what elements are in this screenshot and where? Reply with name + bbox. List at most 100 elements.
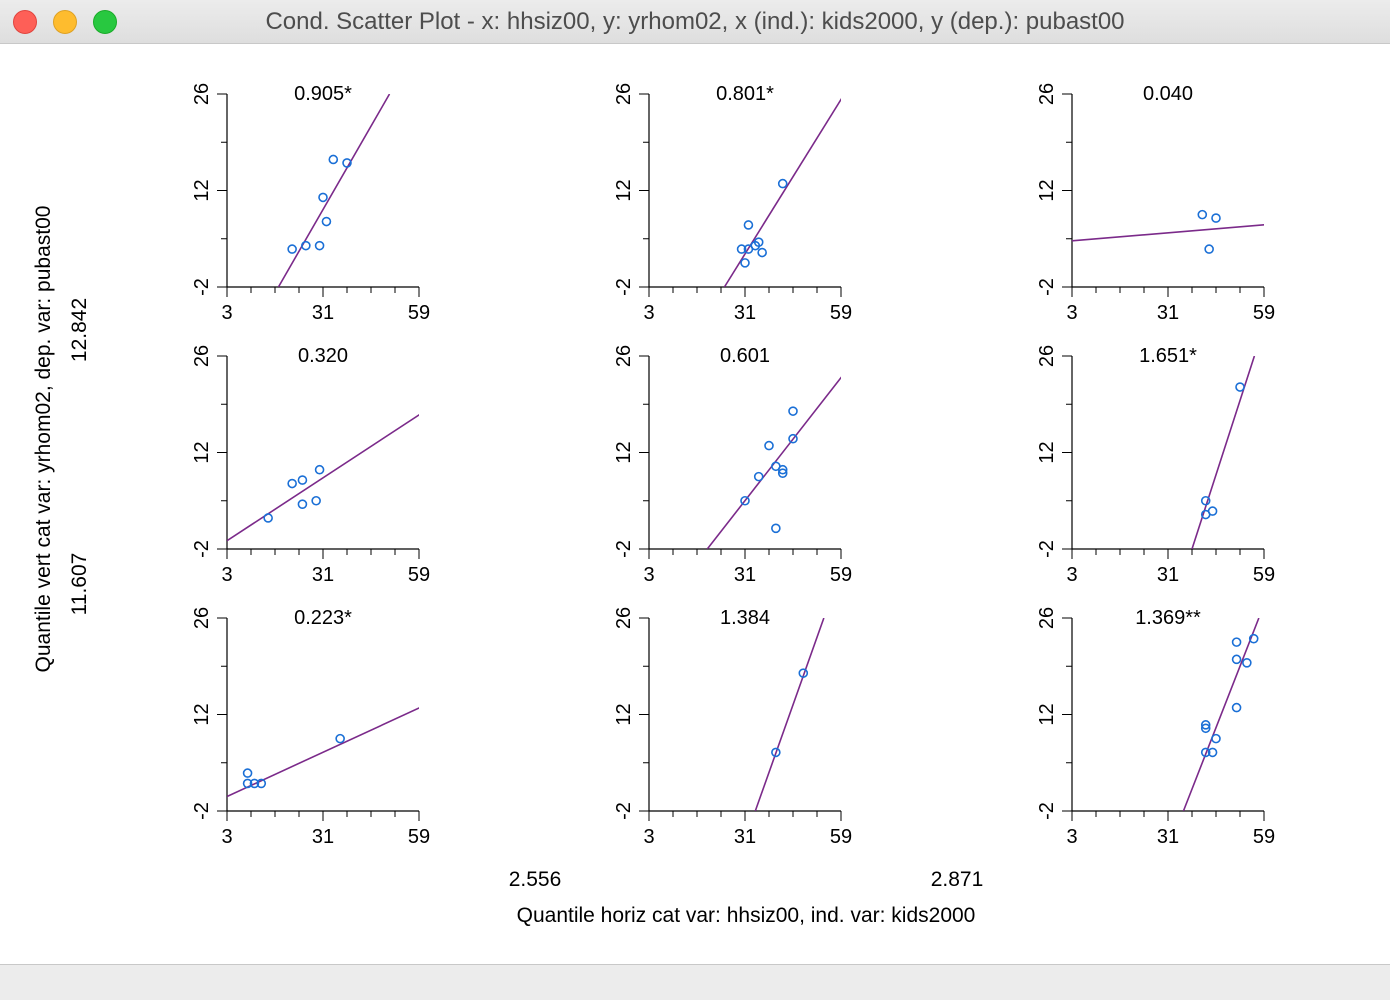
x-tick-label: 31 xyxy=(734,826,756,848)
y-tick-label: 26 xyxy=(191,83,213,105)
y-tick-label: 12 xyxy=(613,179,635,201)
data-point xyxy=(314,464,325,475)
data-point xyxy=(1242,658,1252,668)
data-point xyxy=(328,154,339,165)
data-point xyxy=(764,440,774,451)
x-tick-label: 31 xyxy=(1157,564,1179,586)
x-tick-label: 59 xyxy=(1253,564,1275,586)
scatter-panel-row1-col2[interactable]: -2 12 26 3 31 59 0.801* xyxy=(613,83,852,324)
data-point xyxy=(318,192,328,203)
data-point xyxy=(1200,495,1211,506)
data-point xyxy=(242,768,253,778)
x-break-right-label: 2.871 xyxy=(931,868,984,891)
data-point xyxy=(753,471,764,482)
y-break-lower-label: 11.607 xyxy=(68,553,91,616)
scatter-panel-row3-col1[interactable]: -2 12 26 3 31 59 0.223* xyxy=(191,607,430,848)
regression-line xyxy=(1182,618,1260,811)
data-point xyxy=(297,499,308,509)
regression-line xyxy=(227,413,419,542)
conditional-scatter-plot[interactable]: -2 12 26 3 31 59 0.905* -2 12 26 3 31 59 0.801* -2 12 26… xyxy=(0,44,1390,964)
data-point xyxy=(743,220,754,230)
data-point xyxy=(1231,702,1242,713)
x-tick-label: 3 xyxy=(643,826,654,848)
y-tick-label: -2 xyxy=(1036,540,1058,558)
scatter-panel-row1-col1[interactable]: -2 12 26 3 31 59 0.905* xyxy=(191,83,430,324)
slope-label: 0.801* xyxy=(716,83,774,105)
regression-line xyxy=(277,94,391,287)
data-point xyxy=(736,244,747,254)
close-button[interactable] xyxy=(13,10,37,34)
x-tick-label: 31 xyxy=(312,826,334,848)
x-tick-label: 59 xyxy=(408,826,430,848)
data-point xyxy=(771,747,781,758)
x-tick-label: 59 xyxy=(408,302,430,324)
scatter-panel-row3-col2[interactable]: -2 12 26 3 31 59 1.384 xyxy=(613,607,852,848)
data-point xyxy=(757,247,767,258)
slope-label: 1.651* xyxy=(1139,345,1197,367)
data-point xyxy=(1231,654,1242,665)
x-tick-label: 31 xyxy=(312,564,334,586)
scatter-panel-row2-col3[interactable]: -2 12 26 3 31 59 1.651* xyxy=(1036,345,1275,586)
scatter-panel-row2-col2[interactable]: -2 12 26 3 31 59 0.601 xyxy=(613,345,852,586)
slope-label: 0.320 xyxy=(298,345,348,367)
data-point xyxy=(342,158,352,168)
x-tick-label: 3 xyxy=(1066,826,1077,848)
y-tick-label: 12 xyxy=(613,441,635,463)
slope-label: 0.601 xyxy=(720,345,770,367)
x-tick-label: 59 xyxy=(1253,826,1275,848)
minimize-button[interactable] xyxy=(53,10,77,34)
x-tick-label: 59 xyxy=(830,826,852,848)
data-point xyxy=(1207,747,1218,758)
x-tick-label: 59 xyxy=(1253,302,1275,324)
plot-canvas[interactable]: -2 12 26 3 31 59 0.905* -2 12 26 3 31 59 0.801* -2 12 26… xyxy=(0,44,1390,964)
data-point xyxy=(1200,723,1211,734)
y-tick-label: 26 xyxy=(613,345,635,367)
data-point xyxy=(287,478,297,489)
y-tick-label: -2 xyxy=(191,278,213,296)
regression-line xyxy=(1072,224,1264,242)
data-point xyxy=(1248,633,1259,644)
y-tick-label: -2 xyxy=(1036,278,1058,296)
x-tick-label: 31 xyxy=(734,302,756,324)
x-tick-label: 31 xyxy=(1157,826,1179,848)
data-point xyxy=(1235,382,1245,392)
y-tick-label: 12 xyxy=(191,441,213,463)
slope-label: 0.905* xyxy=(294,83,352,105)
y-tick-label: 12 xyxy=(191,703,213,725)
scatter-panel-row1-col3[interactable]: -2 12 26 3 31 59 0.040 xyxy=(1036,83,1275,324)
slope-label: 0.040 xyxy=(1143,83,1193,105)
x-tick-label: 3 xyxy=(1066,302,1077,324)
scatter-panel-row2-col1[interactable]: -2 12 26 3 31 59 0.320 xyxy=(191,345,430,586)
y-tick-label: 26 xyxy=(191,345,213,367)
data-point xyxy=(788,433,798,444)
data-point xyxy=(335,733,345,744)
data-point xyxy=(311,495,321,506)
y-tick-label: 26 xyxy=(613,83,635,105)
data-point xyxy=(777,178,788,189)
scatter-panel-row3-col3[interactable]: -2 12 26 3 31 59 1.369** xyxy=(1036,607,1275,848)
x-tick-label: 3 xyxy=(221,302,232,324)
title-bar[interactable]: Cond. Scatter Plot - x: hhsiz00, y: yrho… xyxy=(0,0,1390,44)
data-point xyxy=(1200,720,1211,730)
regression-line xyxy=(723,97,841,287)
x-tick-label: 59 xyxy=(830,564,852,586)
maximize-button[interactable] xyxy=(93,10,117,34)
x-tick-label: 59 xyxy=(830,302,852,324)
y-tick-label: -2 xyxy=(191,802,213,820)
y-tick-label: -2 xyxy=(1036,802,1058,820)
data-point xyxy=(301,240,311,251)
data-point xyxy=(249,778,260,789)
status-bar xyxy=(0,964,1390,1000)
data-point xyxy=(1211,733,1221,744)
y-tick-label: -2 xyxy=(613,540,635,558)
data-point xyxy=(256,778,267,789)
data-point xyxy=(777,464,788,475)
y-tick-label: 26 xyxy=(1036,83,1058,105)
regression-line xyxy=(1191,356,1256,549)
x-axis-title: Quantile horiz cat var: hhsiz00, ind. va… xyxy=(517,904,976,927)
y-tick-label: 12 xyxy=(191,179,213,201)
data-point xyxy=(314,240,325,251)
y-break-upper-label: 12.842 xyxy=(68,298,91,362)
y-axis-title: Quantile vert cat var: yrhom02, dep. var… xyxy=(32,206,55,673)
window-title: Cond. Scatter Plot - x: hhsiz00, y: yrho… xyxy=(265,8,1125,35)
